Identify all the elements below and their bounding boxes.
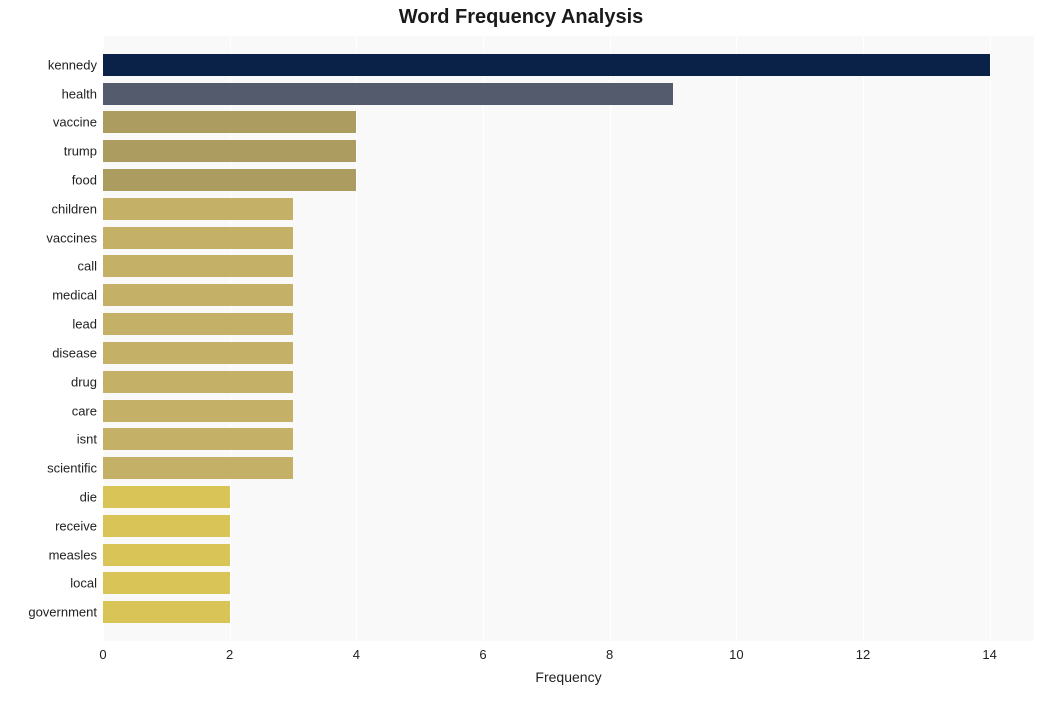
bar (103, 572, 230, 594)
bar (103, 111, 356, 133)
y-tick-label: call (77, 259, 97, 274)
x-tick-label: 10 (729, 647, 743, 662)
x-tick-label: 8 (606, 647, 613, 662)
y-tick-label: measles (49, 547, 97, 562)
chart-container: Word Frequency Analysis 02468101214kenne… (0, 0, 1042, 701)
bar (103, 54, 990, 76)
bar (103, 83, 673, 105)
plot-area: 02468101214kennedyhealthvaccinetrumpfood… (103, 36, 1034, 641)
grid-line (610, 36, 611, 641)
bar (103, 227, 293, 249)
bar (103, 486, 230, 508)
grid-line (356, 36, 357, 641)
y-tick-label: trump (64, 144, 97, 159)
bar (103, 371, 293, 393)
y-tick-label: food (72, 173, 97, 188)
y-tick-label: government (28, 605, 97, 620)
bar (103, 515, 230, 537)
grid-line (483, 36, 484, 641)
y-tick-label: isnt (77, 432, 97, 447)
y-tick-label: scientific (47, 461, 97, 476)
y-tick-label: disease (52, 345, 97, 360)
bar (103, 140, 356, 162)
y-tick-label: drug (71, 374, 97, 389)
y-tick-label: local (70, 576, 97, 591)
x-tick-label: 4 (353, 647, 360, 662)
bar (103, 428, 293, 450)
x-axis-label: Frequency (103, 669, 1034, 685)
y-tick-label: receive (55, 518, 97, 533)
bar (103, 400, 293, 422)
y-tick-label: medical (52, 288, 97, 303)
bar (103, 169, 356, 191)
y-tick-label: kennedy (48, 57, 97, 72)
bar (103, 457, 293, 479)
y-tick-label: vaccine (53, 115, 97, 130)
y-tick-label: health (62, 86, 97, 101)
grid-line (863, 36, 864, 641)
bar (103, 544, 230, 566)
x-tick-label: 12 (856, 647, 870, 662)
grid-line (990, 36, 991, 641)
y-tick-label: vaccines (46, 230, 97, 245)
grid-line (736, 36, 737, 641)
bar (103, 601, 230, 623)
y-tick-label: die (80, 489, 97, 504)
chart-title: Word Frequency Analysis (0, 6, 1042, 29)
x-tick-label: 6 (479, 647, 486, 662)
bar (103, 198, 293, 220)
x-tick-label: 0 (99, 647, 106, 662)
y-tick-label: children (51, 201, 97, 216)
y-tick-label: lead (72, 317, 97, 332)
x-tick-label: 2 (226, 647, 233, 662)
y-tick-label: care (72, 403, 97, 418)
bar (103, 255, 293, 277)
bar (103, 313, 293, 335)
bar (103, 284, 293, 306)
bar (103, 342, 293, 364)
x-tick-label: 14 (982, 647, 996, 662)
